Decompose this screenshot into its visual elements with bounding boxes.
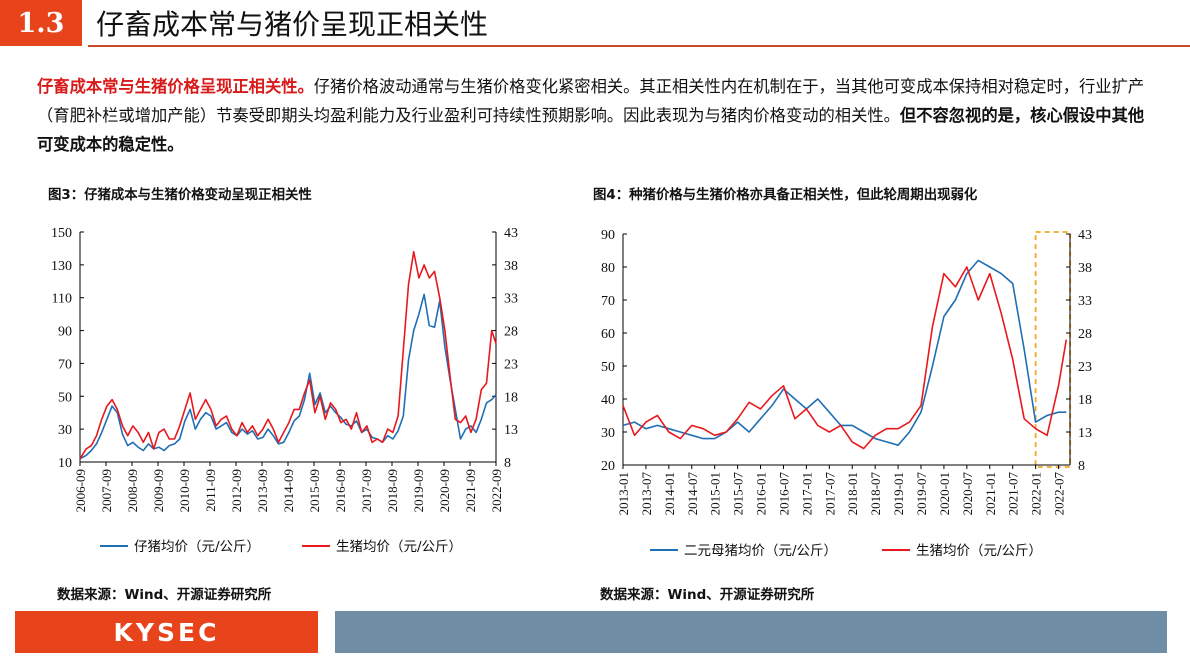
x-tick-label: 2019-01 [891,472,906,515]
x-tick-label: 2014-09 [281,469,296,512]
x-tick-label: 2018-07 [868,472,883,516]
y-right-tick-label: 23 [1078,360,1092,375]
x-tick-label: 2006-09 [73,469,88,512]
y-left-tick-label: 20 [601,459,615,474]
y-right-tick-label: 43 [504,226,518,241]
lead-sentence: 仔畜成本常与生猪价格呈现正相关性。 [37,77,314,96]
y-left-tick-label: 40 [601,393,615,408]
x-tick-label: 2020-09 [437,469,452,512]
y-left-tick-label: 50 [601,360,615,375]
x-tick-label: 2021-09 [463,469,478,512]
y-left-tick-label: 90 [601,228,615,243]
data-source-left: 数据来源：Wind、开源证券研究所 [57,587,272,603]
legend-label: 仔猪均价（元/公斤） [134,539,260,555]
x-tick-label: 2010-09 [177,469,192,512]
data-source-right: 数据来源：Wind、开源证券研究所 [600,587,815,603]
y-right-tick-label: 18 [1078,393,1092,408]
x-tick-label: 2008-09 [125,469,140,512]
x-tick-label: 2013-01 [616,472,631,515]
x-tick-label: 2011-09 [203,469,218,512]
footer-bar [335,611,1167,653]
x-tick-label: 2021-07 [1006,472,1021,516]
section-number: 1.3 [0,0,82,46]
y-left-tick-label: 70 [601,294,615,309]
kysec-logo: KYSEC [15,611,318,653]
x-tick-label: 2017-09 [359,469,374,512]
y-right-tick-label: 43 [1078,228,1092,243]
x-tick-label: 2013-09 [255,469,270,512]
x-tick-label: 2022-09 [489,469,504,512]
x-tick-label: 2021-01 [983,472,998,515]
emphasis-sentence: 但不容忽视的是，核心假设中其他可变成本的稳定性。 [37,106,1145,154]
x-tick-label: 2020-01 [937,472,952,515]
x-tick-label: 2018-01 [845,472,860,515]
x-tick-label: 2020-07 [960,472,975,516]
y-right-tick-label: 8 [504,456,511,471]
y-left-tick-label: 130 [51,259,72,274]
y-right-tick-label: 33 [504,292,518,307]
x-tick-label: 2022-01 [1029,472,1044,515]
body-text: 仔猪价格波动通常与生猪价格变化紧密相关。其正相关性内在机制在于，当其他可变成本保… [37,77,1145,125]
y-right-tick-label: 38 [504,259,518,274]
x-tick-label: 2016-07 [776,472,791,516]
x-tick-label: 2012-09 [229,469,244,512]
y-left-tick-label: 50 [58,390,72,405]
x-tick-label: 2018-09 [385,469,400,512]
x-tick-label: 2017-07 [822,472,837,516]
chart-title-right: 图4：种猪价格与生猪价格亦具备正相关性，但此轮周期出现弱化 [593,188,978,203]
summary-paragraph: 仔畜成本常与生猪价格呈现正相关性。仔猪价格波动通常与生猪价格变化紧密相关。其正相… [37,72,1157,159]
y-right-tick-label: 38 [1078,261,1092,276]
series-line-blue [79,293,497,460]
y-right-tick-label: 18 [504,390,518,405]
chart-title-left: 图3：仔猪成本与生猪价格变动呈现正相关性 [48,188,312,203]
y-right-tick-label: 28 [1078,327,1092,342]
y-left-tick-label: 80 [601,261,615,276]
x-tick-label: 2016-01 [754,472,769,515]
chart-sow-vs-hog: 20 30 40 50 60 70 80 90 8 13 18 23 28 33 38 43 2013-01 20… [601,228,1092,559]
x-tick-label: 2017-01 [799,472,814,515]
legend-label: 生猪均价（元/公斤） [916,543,1042,559]
series-line-red [622,266,1068,450]
y-right-tick-label: 33 [1078,294,1092,309]
x-tick-label: 2007-09 [99,469,114,512]
x-tick-label: 2019-07 [914,472,929,516]
series-line-blue [622,259,1067,446]
y-left-tick-label: 150 [51,226,72,241]
y-right-tick-label: 23 [504,357,518,372]
legend-label: 二元母猪均价（元/公斤） [684,543,837,559]
x-tick-label: 2015-09 [307,469,322,512]
y-left-tick-label: 10 [58,456,72,471]
x-tick-label: 2015-07 [731,472,746,516]
y-left-tick-label: 70 [58,357,72,372]
legend-label: 生猪均价（元/公斤） [336,539,462,555]
title-divider [88,45,1190,47]
chart-piglet-vs-hog: 10 30 50 70 90 110 130 150 8 13 18 23 28 33 38 43 2006-0… [51,226,518,555]
y-left-tick-label: 30 [601,426,615,441]
page-title: 仔畜成本常与猪价呈现正相关性 [96,8,489,41]
y-right-tick-label: 28 [504,325,518,340]
x-tick-label: 2013-07 [639,472,654,516]
y-right-tick-label: 8 [1078,459,1085,474]
x-tick-label: 2019-09 [411,469,426,512]
x-tick-label: 2015-01 [708,472,723,515]
series-line-red [79,250,497,460]
y-right-tick-label: 13 [1078,426,1092,441]
x-tick-label: 2016-09 [333,469,348,512]
y-right-tick-label: 13 [504,423,518,438]
y-left-tick-label: 90 [58,325,72,340]
x-tick-label: 2014-07 [685,472,700,516]
x-tick-label: 2014-01 [662,472,677,515]
y-left-tick-label: 30 [58,423,72,438]
x-tick-label: 2009-09 [151,469,166,512]
x-tick-label: 2022-07 [1052,472,1067,516]
y-left-tick-label: 60 [601,327,615,342]
y-left-tick-label: 110 [52,292,72,307]
